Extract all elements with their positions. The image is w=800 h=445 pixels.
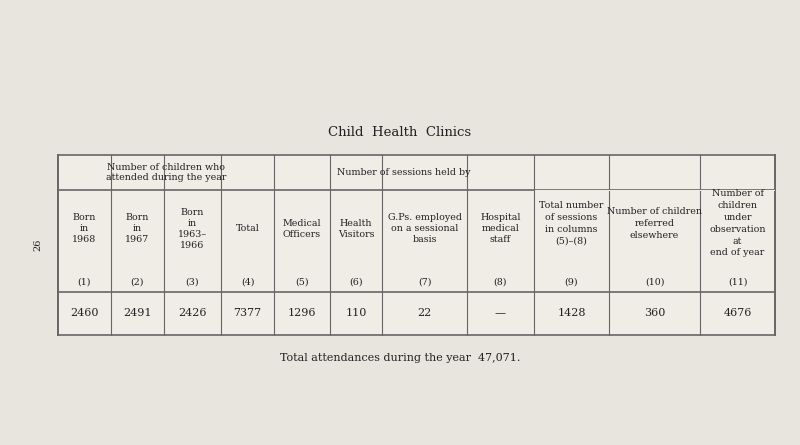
Text: (8): (8)	[494, 277, 507, 286]
Text: 4676: 4676	[723, 308, 752, 319]
Text: (9): (9)	[565, 277, 578, 286]
Text: Number of sessions held by: Number of sessions held by	[338, 168, 470, 177]
Text: (7): (7)	[418, 277, 431, 286]
Bar	[534, 190, 774, 191]
Text: Born
in
1968: Born in 1968	[72, 213, 97, 244]
Text: 1296: 1296	[287, 308, 316, 319]
Text: (3): (3)	[186, 277, 199, 286]
Text: 2460: 2460	[70, 308, 98, 319]
Text: Born
in
1967: Born in 1967	[125, 213, 150, 244]
Text: —: —	[495, 308, 506, 319]
Text: (2): (2)	[130, 277, 144, 286]
Text: 110: 110	[346, 308, 366, 319]
Text: Number of children who
attended during the year: Number of children who attended during t…	[106, 163, 226, 182]
Text: Number of
children
under
observation
at
end of year: Number of children under observation at …	[710, 190, 766, 257]
Text: Number of children
referred
elsewhere: Number of children referred elsewhere	[607, 207, 702, 240]
Text: Total number
of sessions
in columns
(5)–(8): Total number of sessions in columns (5)–…	[539, 201, 604, 246]
Text: (5): (5)	[295, 277, 309, 286]
Text: 26: 26	[34, 239, 42, 251]
Text: Total: Total	[236, 224, 259, 233]
Text: 2491: 2491	[123, 308, 151, 319]
Text: Total attendances during the year  47,071.: Total attendances during the year 47,071…	[280, 353, 520, 363]
Text: (11): (11)	[728, 277, 747, 286]
Text: 2426: 2426	[178, 308, 206, 319]
Text: (6): (6)	[350, 277, 363, 286]
Text: 22: 22	[418, 308, 432, 319]
Text: G.Ps. employed
on a sessional
basis: G.Ps. employed on a sessional basis	[388, 213, 462, 244]
Text: Hospital
medical
staff: Hospital medical staff	[480, 213, 521, 244]
Text: Health
Visitors: Health Visitors	[338, 218, 374, 239]
Text: Child  Health  Clinics: Child Health Clinics	[329, 126, 471, 139]
Text: (1): (1)	[78, 277, 91, 286]
Text: 360: 360	[644, 308, 666, 319]
Text: 7377: 7377	[234, 308, 262, 319]
Bar	[58, 155, 775, 335]
Text: (10): (10)	[645, 277, 664, 286]
Text: (4): (4)	[241, 277, 254, 286]
Text: Born
in
1963–
1966: Born in 1963– 1966	[178, 208, 207, 250]
Text: Medical
Officers: Medical Officers	[282, 218, 321, 239]
Text: 1428: 1428	[558, 308, 586, 319]
